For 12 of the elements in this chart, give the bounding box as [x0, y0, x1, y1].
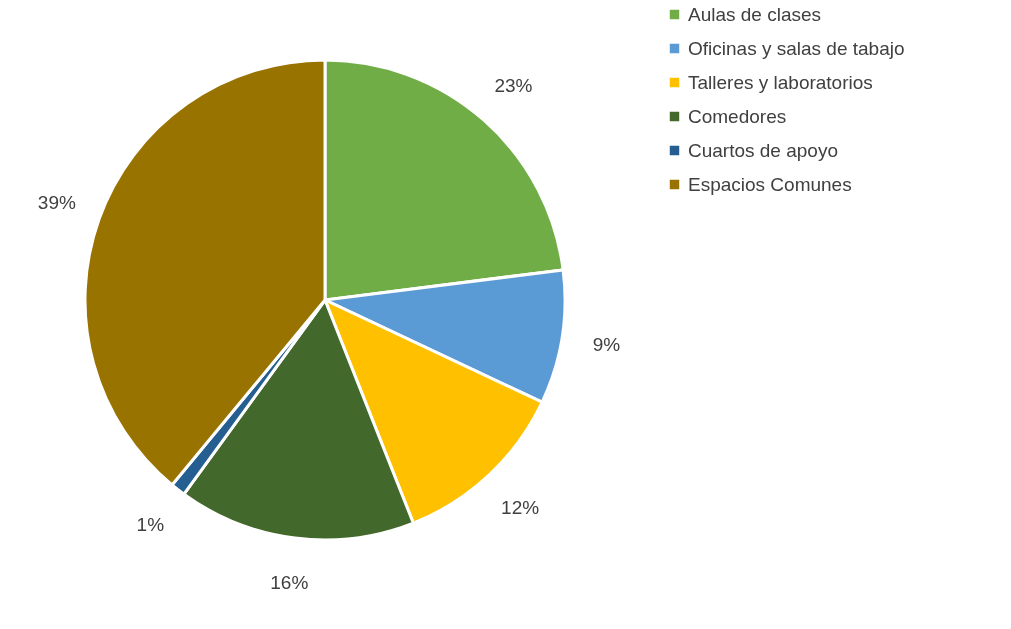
legend-label: Aulas de clases — [688, 3, 822, 25]
legend-label: Comedores — [688, 105, 787, 127]
data-label: 23% — [494, 75, 533, 97]
data-label: 12% — [501, 496, 540, 518]
legend-label: Talleres y laboratorios — [688, 71, 873, 93]
data-label: 39% — [37, 192, 76, 214]
data-label: 16% — [270, 571, 309, 593]
legend-label: Oficinas y salas de tabajo — [688, 37, 905, 59]
data-label: 1% — [136, 514, 165, 536]
data-label: 9% — [592, 333, 621, 355]
legend-label: Cuartos de apoyo — [688, 139, 838, 161]
legend-label: Espacios Comunes — [688, 173, 852, 195]
